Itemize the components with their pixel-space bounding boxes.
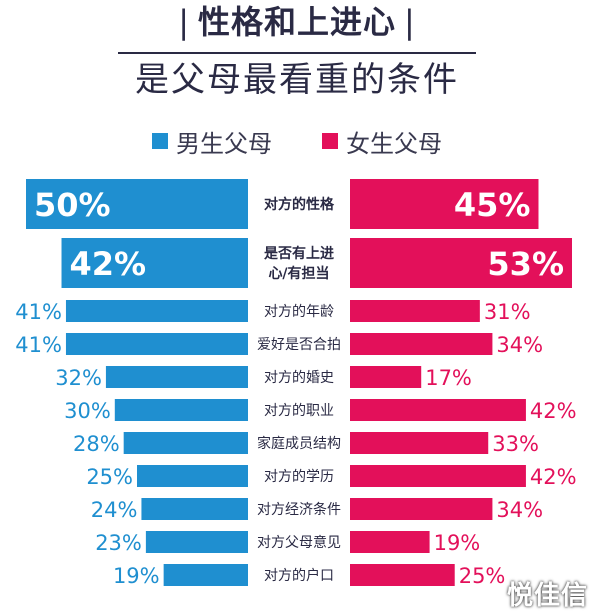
female-value-label: 42% (530, 465, 577, 489)
page-title: 性格和上进心 (197, 3, 396, 41)
category-label: 对方的婚史 (264, 370, 334, 386)
male-bar (114, 399, 248, 421)
category-label: 对方经济条件 (257, 501, 341, 518)
male-bar (26, 179, 248, 229)
male-value-label: 30% (64, 399, 111, 423)
chart-legend: 男生父母 女生父母 (0, 126, 594, 158)
legend-item-female: 女生父母 (322, 126, 442, 158)
male-bar (137, 465, 248, 487)
legend-label-female: 女生父母 (346, 129, 442, 158)
male-value-label: 28% (73, 432, 120, 456)
female-bar (350, 498, 493, 520)
female-bar (350, 564, 455, 586)
male-value-label: 41% (15, 333, 62, 357)
female-bar (350, 531, 430, 553)
female-value-label: 31% (484, 300, 531, 324)
male-value-label: 23% (95, 531, 142, 555)
female-bar (350, 465, 526, 487)
male-bar (105, 366, 248, 388)
title-divider-left: | (178, 3, 190, 41)
category-label: 对方的性格 (264, 196, 335, 213)
category-label: 对方的职业 (264, 403, 334, 419)
category-label: 对方的学历 (264, 469, 334, 485)
female-bar (350, 432, 489, 454)
category-label: 家庭成员结构 (257, 435, 341, 452)
category-label: 对方父母意见 (257, 534, 341, 551)
legend-swatch-male (152, 133, 168, 149)
female-value-label: 42% (530, 399, 577, 423)
category-label: 心/有担当 (268, 265, 329, 282)
watermark: 悦佳信 (506, 581, 588, 611)
male-value-label: 42% (70, 245, 147, 283)
category-label: 是否有上进 (264, 245, 334, 262)
category-label: 对方的户口 (264, 567, 334, 584)
male-bar (123, 432, 248, 454)
legend-label-male: 男生父母 (176, 129, 272, 158)
title-rule (118, 52, 476, 54)
male-value-label: 50% (34, 186, 111, 224)
male-bar (65, 333, 249, 355)
male-bar (145, 531, 248, 553)
female-bar (350, 333, 493, 355)
female-value-label: 25% (459, 564, 506, 588)
title-line1: | 性格和上进心 | (0, 2, 594, 42)
legend-item-male: 男生父母 (152, 126, 272, 158)
male-value-label: 32% (55, 366, 102, 390)
male-value-label: 25% (86, 465, 133, 489)
female-value-label: 34% (496, 498, 543, 522)
male-bar (141, 498, 248, 520)
male-bar (65, 300, 249, 322)
male-value-label: 24% (91, 498, 138, 522)
female-value-label: 34% (496, 333, 543, 357)
title-divider-right: | (404, 3, 416, 41)
female-value-label: 53% (487, 245, 564, 283)
female-bar (350, 300, 480, 322)
female-value-label: 33% (492, 432, 539, 456)
male-bar (163, 564, 248, 586)
female-bar (350, 366, 422, 388)
legend-swatch-female (322, 133, 338, 149)
page-subtitle: 是父母最看重的条件 (135, 60, 459, 100)
male-value-label: 19% (113, 564, 160, 588)
female-bar (350, 179, 539, 229)
female-value-label: 45% (454, 186, 531, 224)
female-bar (350, 238, 572, 288)
female-bar (350, 399, 526, 421)
category-label: 对方的年龄 (264, 304, 334, 320)
female-value-label: 19% (434, 531, 481, 555)
male-value-label: 41% (15, 300, 62, 324)
category-label: 爱好是否合拍 (257, 337, 341, 353)
female-value-label: 17% (425, 366, 472, 390)
male-bar (61, 238, 248, 288)
